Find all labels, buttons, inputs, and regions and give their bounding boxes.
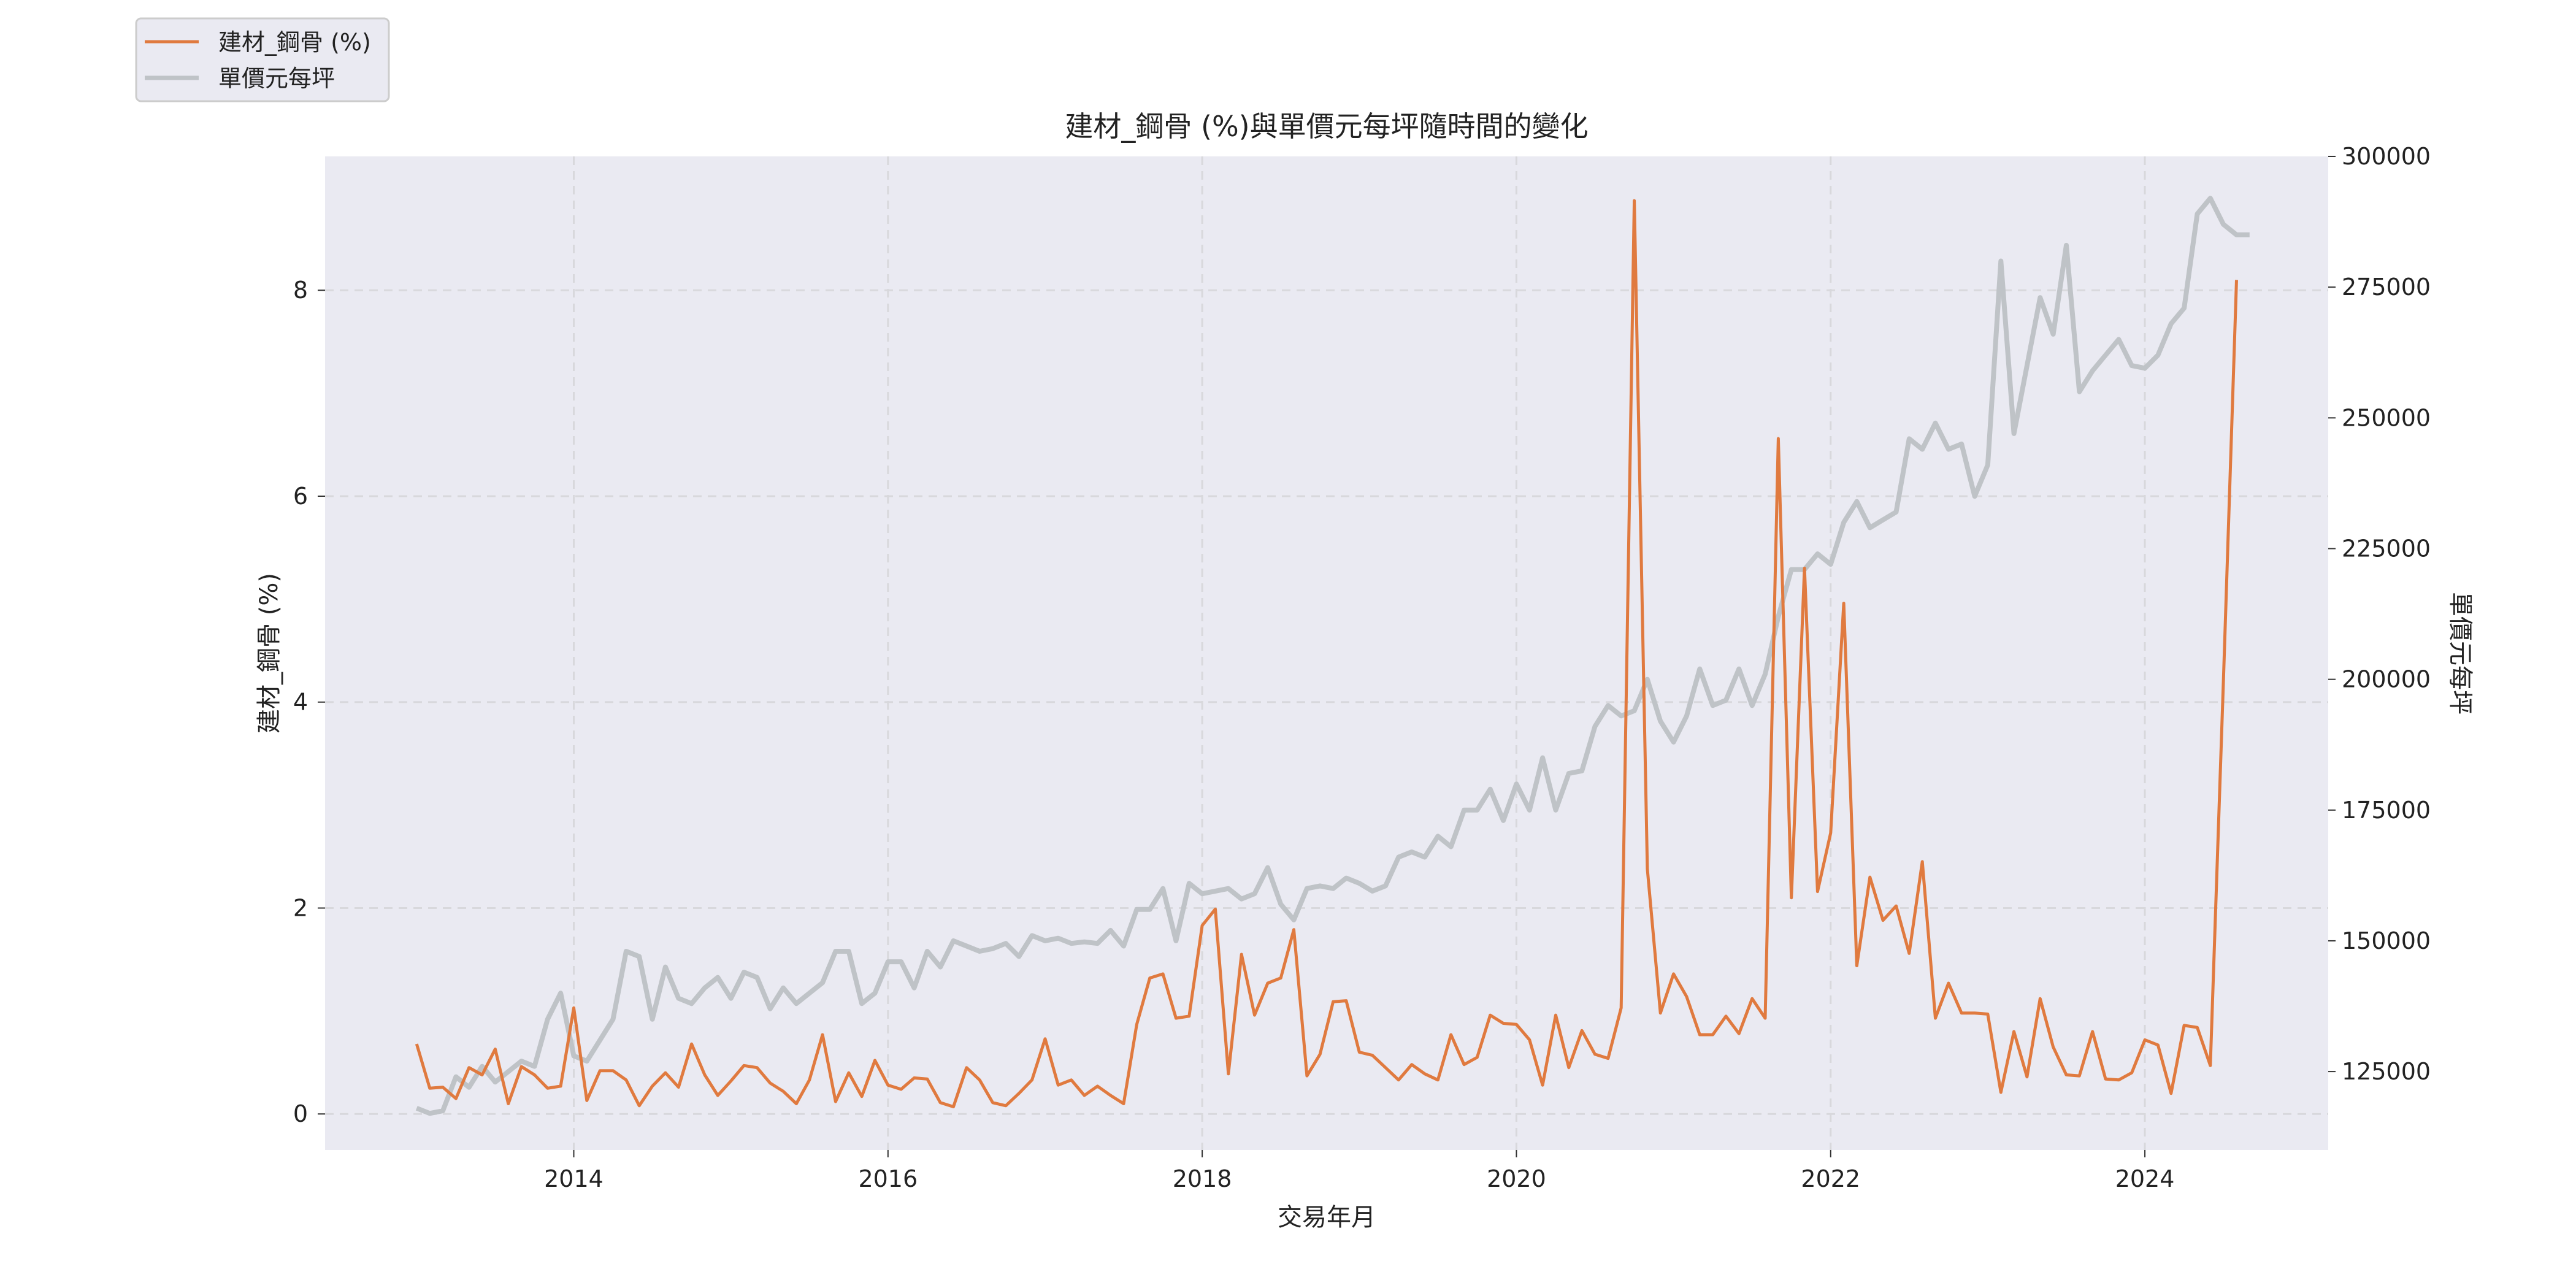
y-right-tick-label: 300000 <box>2342 143 2431 170</box>
x-tick-label: 2014 <box>544 1165 604 1192</box>
gridlines <box>325 156 2328 1150</box>
series-lines <box>415 196 2250 1116</box>
y-left-tick-label: 0 <box>293 1100 308 1127</box>
y-right-tick-label: 175000 <box>2342 797 2431 824</box>
y-right-tick-label: 200000 <box>2342 666 2431 693</box>
legend-label-steel: 建材_鋼骨 (%) <box>218 29 371 56</box>
series-line-steel <box>415 199 2238 1108</box>
y-axis-right-label: 單價元每坪 <box>2446 592 2474 715</box>
legend-label-price: 單價元每坪 <box>218 65 335 92</box>
plot-area <box>325 156 2328 1150</box>
y-left-tick-label: 4 <box>293 689 308 716</box>
series-line-price <box>415 196 2250 1116</box>
y-left-tick-label: 8 <box>293 277 308 304</box>
y-left-tick-label: 6 <box>293 483 308 510</box>
x-tick-label: 2018 <box>1173 1165 1232 1192</box>
x-tick-label: 2022 <box>1801 1165 1860 1192</box>
y-right-tick-label: 150000 <box>2342 927 2431 954</box>
y-left-tick-label: 2 <box>293 894 308 921</box>
x-tick-label: 2024 <box>2115 1165 2175 1192</box>
x-axis-label: 交易年月 <box>1278 1203 1376 1232</box>
y-right-tick-label: 250000 <box>2342 404 2431 431</box>
x-tick-label: 2016 <box>858 1165 918 1192</box>
y-right-tick-label: 125000 <box>2342 1058 2431 1085</box>
y-right-tick-label: 275000 <box>2342 274 2431 301</box>
y-axis-left-label: 建材_鋼骨 (%) <box>255 573 283 734</box>
x-tick-label: 2020 <box>1487 1165 1546 1192</box>
y-right-tick-label: 225000 <box>2342 535 2431 562</box>
axes: 2014 2016 2018 2020 2022 2024 0 2 4 6 8 125000 15000… <box>293 143 2431 1192</box>
chart-title: 建材_鋼骨 (%)與單價元每坪隨時間的變化 <box>1065 110 1588 143</box>
legend-box <box>135 17 390 102</box>
legend: 建材_鋼骨 (%) 單價元每坪 <box>135 17 390 102</box>
